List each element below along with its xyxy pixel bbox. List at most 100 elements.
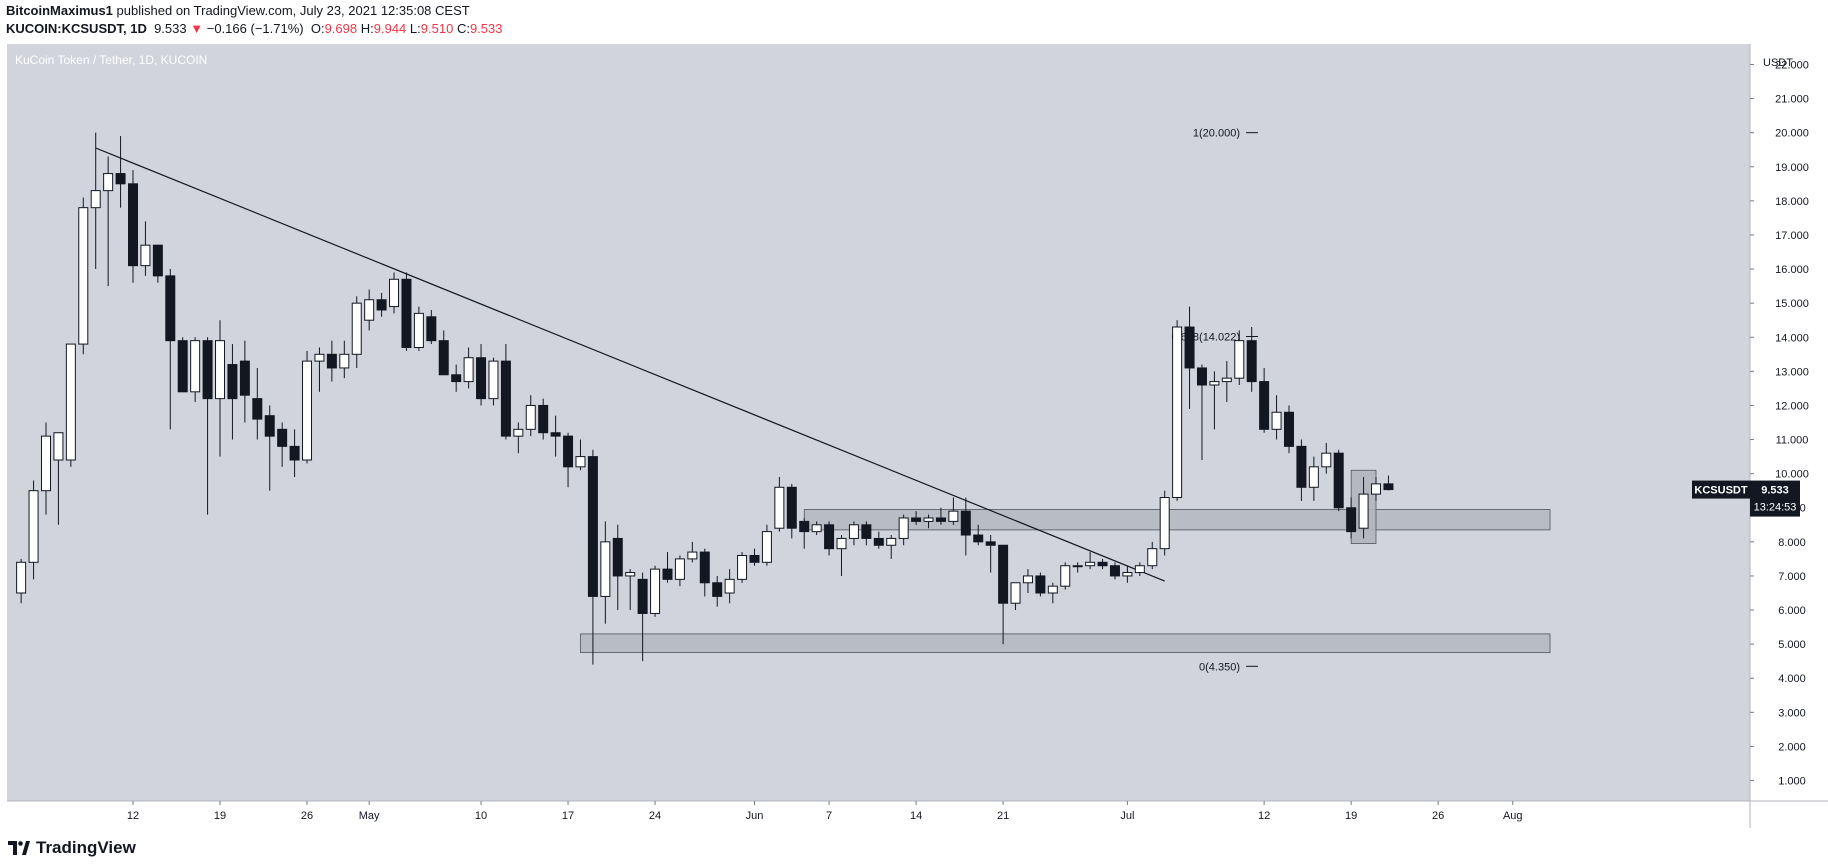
- candle-body: [960, 510, 971, 536]
- candle-body: [177, 340, 188, 393]
- candle-body: [625, 572, 636, 577]
- candle-body: [90, 190, 101, 209]
- candle-body: [239, 360, 250, 396]
- symbol-tag-bg: [1692, 480, 1750, 499]
- price-tag-bg: [1750, 480, 1800, 517]
- candle-body: [836, 537, 847, 550]
- fib-level-label: 1(20.000): [1193, 128, 1240, 140]
- close-label: C:: [456, 21, 470, 36]
- candle-body: [811, 524, 822, 533]
- high-value: 9.944: [373, 21, 407, 36]
- candle-body: [215, 340, 226, 400]
- candle-body: [575, 456, 586, 468]
- price-change: −0.166 (−1.71%): [206, 21, 304, 36]
- candle-body: [637, 578, 648, 614]
- time-tick-label: 26: [1432, 810, 1444, 822]
- time-ticks: 12 19 26 May 10 17 24 Jun 7 14 21 Jul 12 19 26 Aug: [127, 801, 1523, 822]
- candle-body: [799, 520, 810, 533]
- open-value: 9.698: [324, 21, 358, 36]
- candle-body: [513, 428, 524, 437]
- low-label: L:: [409, 21, 421, 36]
- price-tick-label: 21.000: [1775, 94, 1809, 106]
- descending-trendline: [95, 147, 1165, 582]
- time-tick-label: 10: [475, 810, 487, 822]
- time-tick-label: 24: [649, 810, 661, 822]
- candle-body: [861, 524, 872, 539]
- price-ticks: 1.000 2.000 3.000 4.000 5.000 6.000 7.000 8.000…: [1750, 59, 1809, 788]
- candle-body: [1085, 561, 1096, 567]
- candle-body: [774, 486, 785, 529]
- candle-body: [724, 578, 735, 594]
- plot-area[interactable]: [7, 44, 1750, 801]
- candle-body: [1122, 572, 1133, 577]
- price-axis[interactable]: [1750, 44, 1828, 828]
- candle-body: [1209, 381, 1220, 386]
- published-text: published on TradingView.com, July 23, 2…: [116, 3, 470, 18]
- time-tick-label: 12: [127, 810, 139, 822]
- time-tick-label: 19: [1345, 810, 1357, 822]
- candle-body: [749, 554, 760, 563]
- price-tick-label: 3.000: [1778, 707, 1806, 719]
- time-tick-label: 21: [997, 810, 1009, 822]
- candle-body: [761, 531, 772, 563]
- tradingview-logo-icon: [8, 841, 30, 855]
- candle-body: [712, 582, 723, 597]
- time-tick-label: Aug: [1503, 810, 1523, 822]
- last-price: 9.533: [154, 21, 187, 36]
- candle-body: [786, 486, 797, 529]
- candle-body: [413, 312, 424, 348]
- candle-body: [40, 435, 51, 492]
- candle-body: [16, 561, 27, 594]
- candle-body: [674, 558, 685, 580]
- candle-body: [612, 537, 623, 577]
- tradingview-logo[interactable]: TradingView: [8, 838, 136, 858]
- price-tag-countdown: 13:24:53: [1754, 502, 1797, 514]
- price-tick-label: 6.000: [1778, 605, 1806, 617]
- candle-body: [1246, 340, 1257, 383]
- candle-body: [973, 534, 984, 543]
- candle-body: [699, 551, 710, 584]
- candle-body: [1383, 483, 1394, 491]
- candle-body: [985, 541, 996, 546]
- candle-body: [1271, 411, 1282, 430]
- author-name[interactable]: BitcoinMaximus1: [6, 3, 113, 18]
- candle-body: [935, 517, 946, 522]
- candle-body: [1134, 565, 1145, 574]
- candle-body: [1259, 381, 1270, 430]
- candle-body: [103, 173, 114, 192]
- last-price-tag: KCSUSDT 9.533 13:24:53: [1692, 480, 1800, 517]
- publish-header: BitcoinMaximus1 published on TradingView…: [6, 2, 470, 20]
- candle-body: [1159, 497, 1170, 550]
- candle-body: [1296, 445, 1307, 488]
- candle-body: [1283, 411, 1294, 447]
- candle-body: [1060, 565, 1071, 587]
- time-tick-label: 19: [214, 810, 226, 822]
- time-tick-label: 12: [1258, 810, 1270, 822]
- candle-body: [339, 353, 350, 369]
- candle-body: [426, 316, 437, 342]
- candle-body: [488, 360, 499, 400]
- low-value: 9.510: [420, 21, 454, 36]
- candle-body: [662, 568, 673, 580]
- candle-body: [28, 490, 39, 563]
- price-tick-label: 10.000: [1775, 469, 1809, 481]
- candle-body: [190, 340, 201, 393]
- candle-body: [873, 537, 884, 546]
- time-tick-label: Jun: [746, 810, 764, 822]
- candle-body: [1196, 367, 1207, 386]
- time-axis[interactable]: [7, 801, 1750, 828]
- candle-body: [78, 207, 89, 345]
- price-tick-label: 11.000: [1776, 435, 1809, 447]
- candle-body: [289, 445, 300, 461]
- time-tick-label: 26: [301, 810, 313, 822]
- candle-body: [364, 299, 375, 321]
- candle-body: [600, 541, 611, 597]
- candle-body: [737, 554, 748, 580]
- candle-body: [538, 404, 549, 434]
- price-tick-label: 16.000: [1775, 264, 1809, 276]
- candle-body: [1022, 575, 1033, 584]
- candle-body: [898, 517, 909, 539]
- candle-body: [650, 568, 661, 614]
- candle-body: [252, 398, 263, 420]
